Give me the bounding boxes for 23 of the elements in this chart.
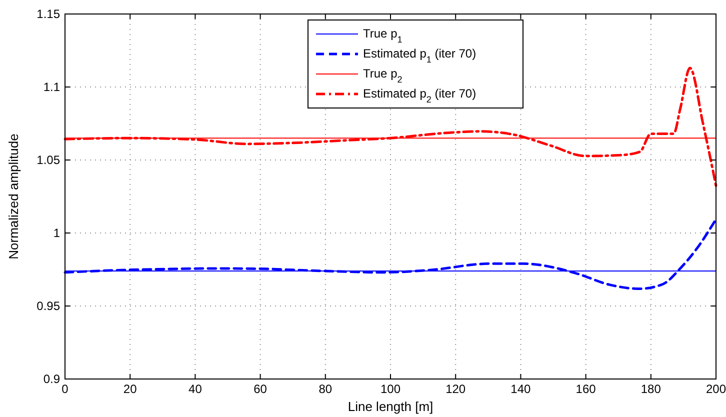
x-tick-label: 40 xyxy=(188,382,202,396)
legend-label: True p$_{2}$ xyxy=(363,66,402,85)
legend-label: Estimated p$_{1}$ (iter 70) xyxy=(363,46,476,65)
x-tick-label: 120 xyxy=(446,382,466,396)
legend-label: Estimated p$_{2}$ (iter 70) xyxy=(363,86,476,105)
y-tick-label: 1.1 xyxy=(43,80,60,94)
y-tick-label: 1.05 xyxy=(36,153,60,168)
y-tick-label: 1.15 xyxy=(36,7,60,22)
x-tick-label: 100 xyxy=(380,382,401,396)
x-tick-label: 20 xyxy=(123,382,138,396)
x-axis-title: Line length [m] xyxy=(348,399,434,414)
x-tick-label: 180 xyxy=(640,382,662,396)
y-tick-label: 1 xyxy=(53,226,60,240)
y-axis-title: Normalized amplitude xyxy=(6,134,21,260)
x-tick-label: 140 xyxy=(510,382,532,396)
x-tick-label: 0 xyxy=(62,382,69,396)
x-tick-label: 160 xyxy=(576,382,596,396)
y-tick-label: 0.9 xyxy=(43,372,60,386)
x-tick-label: 80 xyxy=(318,382,332,396)
y-tick-label: 0.95 xyxy=(36,299,60,314)
legend-label: True p$_{1}$ xyxy=(363,26,402,45)
x-tick-label: 200 xyxy=(706,382,726,396)
x-tick-label: 60 xyxy=(254,382,268,396)
